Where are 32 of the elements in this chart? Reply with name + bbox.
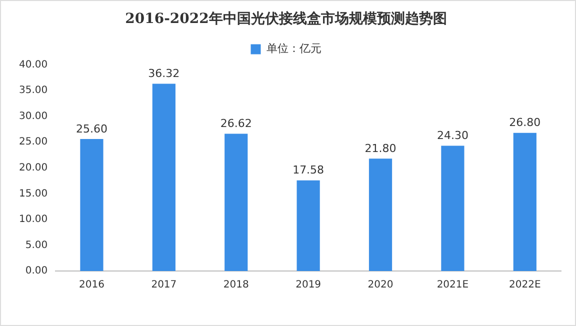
- y-tick-label: 20.00: [18, 162, 48, 174]
- bar: [368, 158, 392, 271]
- y-tick-label: 5.00: [25, 240, 48, 251]
- x-tick-label: 2022E: [509, 280, 541, 291]
- x-tick-label: 2017: [151, 280, 177, 291]
- chart-title: 2016-2022年中国光伏接线盒市场规模预测趋势图: [125, 10, 447, 28]
- y-tick-label: 25.00: [18, 136, 48, 148]
- data-label: 24.30: [436, 129, 468, 142]
- data-label: 26.80: [509, 116, 541, 130]
- x-tick-label: 2018: [223, 280, 249, 291]
- data-label: 25.60: [76, 122, 108, 136]
- y-tick-label: 10.00: [18, 214, 48, 226]
- y-tick-label: 35.00: [18, 85, 48, 96]
- x-tick-label: 2021E: [436, 280, 469, 291]
- x-tick-label: 2020: [368, 280, 394, 291]
- y-tick-label: 15.00: [18, 188, 48, 200]
- bar: [152, 84, 176, 271]
- y-tick-label: 0.00: [25, 266, 48, 277]
- data-label: 26.62: [220, 117, 252, 130]
- data-label: 21.80: [364, 142, 396, 155]
- bar: [441, 146, 464, 271]
- data-label: 36.32: [148, 67, 180, 80]
- y-tick-label: 30.00: [18, 110, 48, 122]
- x-tick-label: 2016: [79, 280, 104, 291]
- bar: [296, 180, 320, 271]
- bar: [513, 132, 536, 271]
- x-tick-label: 2019: [296, 280, 322, 291]
- bar: [224, 134, 248, 271]
- data-label: 17.58: [292, 164, 324, 177]
- bar: [80, 139, 104, 271]
- legend-label: 单位：亿元: [266, 42, 322, 56]
- y-tick-label: 40.00: [18, 59, 48, 70]
